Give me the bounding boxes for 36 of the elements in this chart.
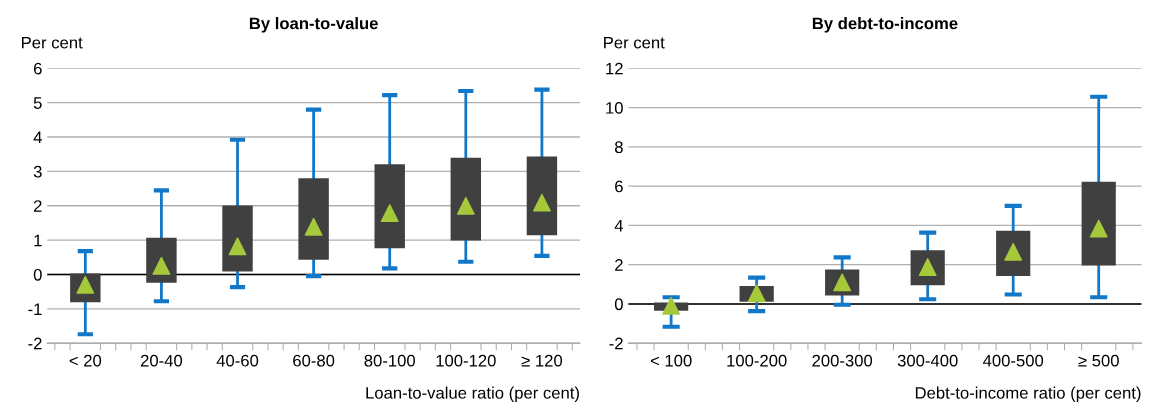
y-tick-label: 2 (615, 259, 623, 271)
chart-title: By loan-to-value (249, 17, 378, 33)
y-tick-label: 6 (33, 62, 42, 75)
x-tick-label: < 100 (650, 354, 692, 367)
y-tick-label: 1 (34, 234, 42, 247)
x-tick-label: 300-400 (897, 354, 958, 367)
x-tick-label: 100-200 (727, 354, 787, 367)
y-axis-title: Per cent (22, 36, 83, 49)
y-axis-title: Per cent (604, 36, 665, 49)
x-tick-label: 80-100 (364, 354, 416, 367)
y-tick-label: -1 (28, 303, 42, 315)
x-tick-label: < 20 (69, 354, 102, 367)
y-tick-label: 0 (33, 268, 42, 281)
y-tick-label: 4 (33, 131, 42, 144)
x-tick-label: 400-500 (983, 354, 1044, 367)
y-tick-label: 5 (33, 97, 42, 109)
y-tick-label: 12 (606, 62, 623, 75)
x-tick-label: 40-60 (216, 354, 259, 367)
y-tick-label: -2 (28, 337, 42, 350)
x-axis-title: Debt-to-income ratio (per cent) (915, 386, 1141, 403)
y-tick-label: 6 (615, 180, 623, 193)
y-tick-label: 10 (606, 101, 623, 114)
x-tick-label: 200-300 (812, 354, 873, 367)
x-tick-label: ≥ 120 (521, 354, 563, 367)
y-tick-label: 2 (33, 200, 42, 212)
x-tick-label: 20-40 (140, 354, 183, 367)
y-tick-label: 3 (33, 165, 42, 178)
x-tick-label: 60-80 (293, 354, 335, 367)
x-axis-title: Loan-to-value ratio (per cent) (366, 386, 579, 403)
x-tick-label: 100-120 (436, 354, 496, 367)
x-tick-label: ≥ 500 (1078, 354, 1119, 367)
y-tick-label: 8 (614, 141, 623, 154)
y-tick-label: 4 (614, 219, 624, 232)
chart-title: By debt-to-income (812, 17, 958, 33)
y-tick-label: 0 (614, 298, 623, 311)
y-tick-label: -2 (609, 337, 623, 350)
